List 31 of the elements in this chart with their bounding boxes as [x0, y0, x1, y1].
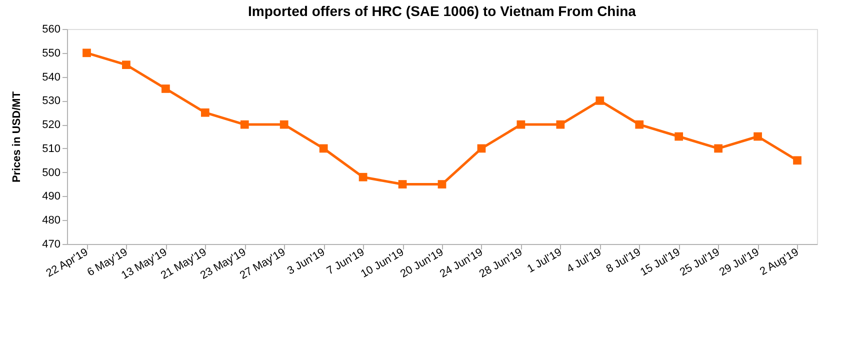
point	[477, 144, 486, 153]
point	[635, 120, 644, 129]
y-tick-label: 560	[42, 24, 60, 36]
y-tick-label: 540	[42, 71, 60, 84]
y-tick-label: 480	[42, 214, 60, 227]
y-tick-label: 490	[42, 190, 60, 203]
point	[754, 132, 762, 141]
chart-title: Imported offers of HRC (SAE 1006) to Vietnam From China	[248, 3, 636, 19]
point	[596, 96, 604, 105]
point	[714, 144, 722, 153]
point	[162, 84, 170, 93]
point	[319, 144, 328, 153]
point	[358, 172, 368, 182]
point	[122, 60, 130, 70]
y-axis-title: Prices in USD/MT	[11, 91, 24, 183]
point	[674, 132, 684, 141]
y-tick-label: 520	[42, 119, 60, 132]
point	[398, 180, 407, 188]
point	[200, 108, 210, 117]
point	[516, 120, 526, 129]
point	[556, 120, 565, 129]
y-tick-label: 530	[42, 95, 60, 108]
point	[793, 156, 802, 165]
point	[438, 180, 446, 188]
y-tick-label: 470	[42, 238, 60, 250]
point	[240, 120, 249, 129]
y-tick-label: 500	[42, 166, 60, 179]
y-tick-label: 550	[42, 47, 60, 60]
point	[82, 48, 91, 58]
y-tick-label: 510	[42, 142, 60, 155]
point	[280, 120, 288, 129]
